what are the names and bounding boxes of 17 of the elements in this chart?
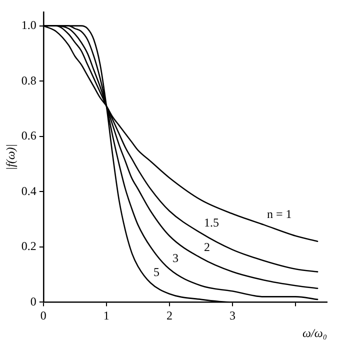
annotation: 2 xyxy=(204,240,210,254)
annotation: n = 1 xyxy=(266,206,292,221)
annotation: 1.5 xyxy=(204,215,219,230)
x-tick-label: 0 xyxy=(40,308,46,323)
x-tick-label: 3 xyxy=(229,308,236,323)
x-tick-label: 2 xyxy=(166,308,172,323)
x-axis-title: ω/ω₀ xyxy=(302,326,327,340)
y-tick-label: 1.0 xyxy=(21,18,36,32)
x-tick-label: 1 xyxy=(103,308,110,323)
y-axis-title: |f(ω)| xyxy=(3,144,18,170)
y-tick-label: 0.4 xyxy=(21,184,36,198)
y-tick-label: 0.6 xyxy=(21,128,36,143)
annotation: 3 xyxy=(172,251,178,266)
y-tick-label: 0 xyxy=(30,294,36,308)
y-tick-label: 0.8 xyxy=(21,73,36,88)
y-tick-label: 0.2 xyxy=(21,239,36,254)
annotation: 5 xyxy=(154,265,160,280)
